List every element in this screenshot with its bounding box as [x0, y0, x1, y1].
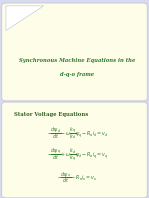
Text: Synchronous Machine Equations in the: Synchronous Machine Equations in the — [19, 58, 135, 64]
FancyBboxPatch shape — [2, 3, 147, 101]
Polygon shape — [6, 6, 44, 30]
FancyBboxPatch shape — [2, 102, 147, 198]
Text: d-q-o frame: d-q-o frame — [60, 72, 94, 77]
Text: Stator Voltage Equations: Stator Voltage Equations — [14, 112, 89, 117]
Text: $-\dfrac{d\psi_d}{dt} - \omega\dfrac{k_q}{k_d}\psi_q - R_a i_d = v_d$: $-\dfrac{d\psi_d}{dt} - \omega\dfrac{k_q… — [47, 125, 108, 141]
Text: $-\dfrac{d\psi_q}{dt} + \omega\dfrac{k_d}{k_q}\psi_d - R_a i_q = v_q$: $-\dfrac{d\psi_q}{dt} + \omega\dfrac{k_d… — [47, 147, 108, 164]
Text: $-\dfrac{d\psi_o}{dt} - R_a i_o = v_o$: $-\dfrac{d\psi_o}{dt} - R_a i_o = v_o$ — [57, 170, 97, 185]
